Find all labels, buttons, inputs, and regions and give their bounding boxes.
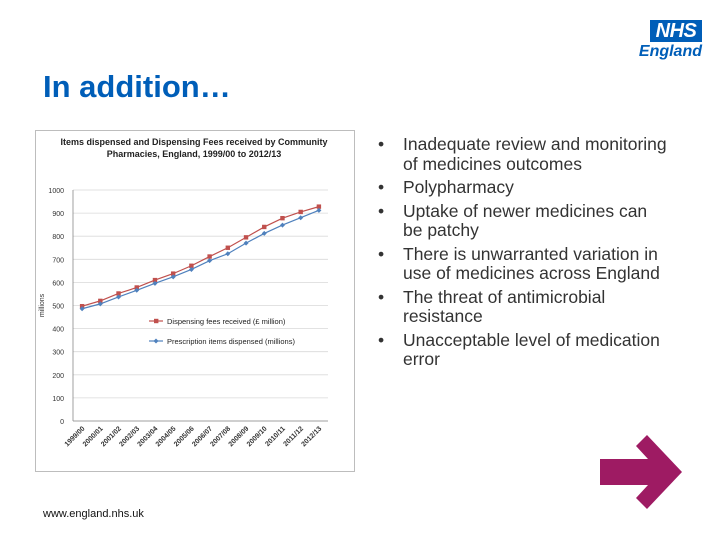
nhs-logo-mark: NHS: [650, 20, 702, 42]
bullet-list: • Inadequate review and monitoring of med…: [378, 134, 668, 374]
bullet-marker: •: [378, 329, 385, 350]
y-tick-label: 800: [52, 234, 64, 241]
data-point: [116, 291, 121, 296]
data-point: [134, 287, 140, 293]
legend-swatch-marker: [154, 318, 159, 324]
data-point: [243, 235, 249, 240]
bullet-item: • Polypharmacy: [378, 177, 668, 198]
bullet-item: • Uptake of newer medicines can be patchy: [378, 200, 668, 241]
y-tick-label: 1000: [48, 188, 64, 195]
slide-title: In addition…: [43, 69, 231, 104]
data-point: [207, 254, 212, 259]
y-tick-label: 400: [52, 327, 64, 334]
bullet-text: There is unwarranted variation in use of…: [403, 243, 660, 283]
chart-title-line: Pharmacies, England, 1999/00 to 2012/13: [107, 149, 282, 159]
data-point: [116, 294, 122, 300]
series-line: [81, 206, 320, 307]
data-point: [134, 285, 139, 290]
y-tick-label: 100: [52, 396, 64, 403]
bullet-marker: •: [378, 243, 385, 264]
y-axis-label: millions: [39, 293, 46, 317]
data-point: [225, 251, 231, 257]
bullet-text: Uptake of newer medicines can be patchy: [403, 200, 648, 240]
data-point: [207, 258, 213, 264]
legend-label: Prescription items dispensed (millions): [167, 337, 295, 346]
data-point: [279, 222, 285, 228]
line-chart: Items dispensed and Dispensing Fees rece…: [39, 137, 328, 448]
data-point: [225, 245, 231, 250]
data-point: [152, 277, 158, 283]
data-point: [243, 240, 249, 246]
data-point: [189, 263, 194, 268]
bullet-marker: •: [378, 134, 385, 154]
chart-title-line: Items dispensed and Dispensing Fees rece…: [60, 137, 327, 147]
nhs-logo-region: England: [638, 43, 702, 60]
y-tick-label: 200: [52, 373, 64, 380]
arrow-right-icon: [600, 435, 682, 509]
data-point: [261, 230, 267, 236]
y-tick-label: 700: [52, 257, 64, 264]
footer-url: www.england.nhs.uk: [43, 508, 144, 520]
bullet-item: • There is unwarranted variation in use o…: [378, 243, 668, 284]
bullet-item: • Unacceptable level of medication error: [378, 329, 668, 370]
bullet-text: Inadequate review and monitoring of medi…: [403, 134, 667, 174]
data-point: [97, 301, 103, 307]
data-point: [188, 266, 194, 272]
data-point: [170, 274, 176, 280]
chart-title: Items dispensed and Dispensing Fees rece…: [60, 137, 327, 159]
chart-frame: Items dispensed and Dispensing Fees rece…: [35, 130, 355, 472]
legend-label: Dispensing fees received (£ million): [167, 317, 286, 326]
data-point: [79, 303, 85, 309]
bullet-text: Polypharmacy: [403, 177, 514, 197]
data-point: [262, 224, 267, 230]
data-point: [298, 209, 303, 215]
data-point: [79, 306, 85, 312]
data-point: [316, 207, 322, 213]
y-tick-label: 500: [52, 304, 64, 311]
data-point: [316, 204, 322, 209]
legend-swatch-marker: [153, 338, 159, 344]
series-line: [81, 209, 320, 310]
data-point: [170, 271, 176, 276]
bullet-marker: •: [378, 177, 385, 197]
x-tick-label: 2012/13: [300, 425, 323, 448]
y-tick-label: 0: [60, 419, 64, 426]
data-point: [152, 280, 158, 286]
bullet-text: The threat of antimicrobial resistance: [403, 286, 606, 326]
bullet-item: • The threat of antimicrobial resistance: [378, 286, 668, 327]
y-tick-label: 900: [52, 211, 64, 218]
data-point: [298, 215, 304, 221]
bullet-marker: •: [378, 200, 385, 221]
data-point: [98, 298, 103, 304]
bullet-text: Unacceptable level of medication error: [403, 329, 660, 369]
bullet-item: • Inadequate review and monitoring of med…: [378, 134, 668, 174]
data-point: [280, 215, 285, 221]
y-tick-label: 600: [52, 280, 64, 287]
y-tick-label: 300: [52, 350, 64, 357]
bullet-marker: •: [378, 286, 385, 307]
